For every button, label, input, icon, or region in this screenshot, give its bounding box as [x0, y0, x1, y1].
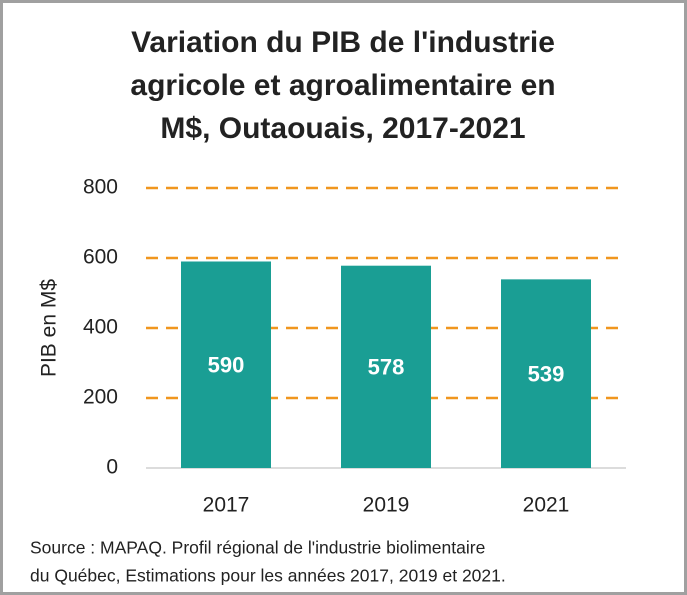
y-tick-label: 0: [106, 456, 118, 479]
data-label: 539: [528, 361, 565, 386]
bar: [341, 265, 431, 468]
x-tick-label: 2017: [203, 494, 250, 517]
chart-title: agricole et agroalimentaire en: [130, 69, 555, 102]
y-tick-label: 600: [83, 246, 118, 269]
chart-title: Variation du PIB de l'industrie: [131, 26, 555, 59]
y-tick-label: 400: [83, 316, 118, 339]
y-tick-label: 800: [83, 176, 118, 199]
data-label: 590: [208, 353, 245, 378]
bar: [501, 279, 591, 468]
note: Source : MAPAQ. Profil régional de l'ind…: [30, 538, 485, 558]
data-label: 578: [368, 355, 405, 380]
y-axis-label: PIB en M$: [38, 279, 61, 377]
x-tick-label: 2021: [523, 494, 570, 517]
note: du Québec, Estimations pour les années 2…: [30, 566, 506, 586]
y-tick-label: 200: [83, 386, 118, 409]
bar: [181, 261, 271, 468]
chart-title: M$, Outaouais, 2017-2021: [160, 112, 525, 145]
x-tick-label: 2019: [363, 494, 410, 517]
